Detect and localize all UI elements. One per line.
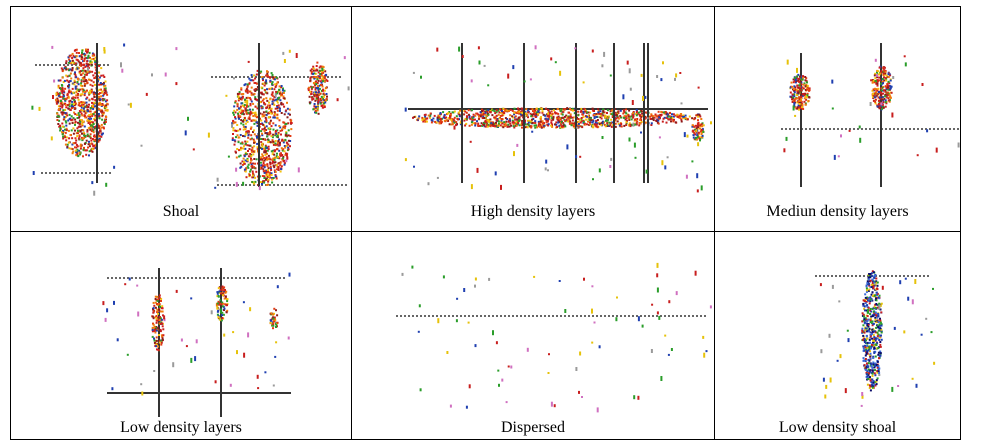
divider-row (11, 231, 960, 232)
panel-dispersed: Dispersed (352, 232, 714, 439)
shoal-school-3 (307, 61, 329, 115)
school-center (871, 65, 893, 111)
sparse-school-2 (215, 285, 229, 322)
echogram-shoal (31, 43, 350, 196)
echogram-grid: Shoal High density layers Mediun density… (10, 6, 961, 440)
high-scatter (404, 45, 712, 193)
caption-medium-density-layers: Mediun density layers (766, 203, 909, 220)
low-scatter (102, 272, 291, 396)
dispersed-scatter (401, 262, 712, 413)
caption-shoal: Shoal (162, 203, 200, 220)
divider-col-1 (351, 7, 352, 439)
panel-shoal: Shoal (11, 7, 351, 231)
panel-medium-density-layers: Mediun density layers (715, 7, 960, 231)
echogram-high-density-layers (404, 43, 712, 193)
edge-cluster (691, 113, 705, 142)
panel-low-density-shoal: Low density shoal (715, 232, 960, 439)
caption-low-density-shoal: Low density shoal (778, 419, 897, 436)
panel-high-density-layers: High density layers (352, 7, 714, 231)
divider-col-2 (714, 7, 715, 439)
echogram-dispersed (396, 262, 712, 413)
caption-dispersed: Dispersed (501, 419, 565, 436)
med-scatter (783, 55, 960, 160)
caption-low-density-layers: Low density layers (120, 419, 242, 436)
echogram-low-density-shoal (815, 270, 936, 407)
echogram-medium-density-layers (781, 43, 960, 187)
panel-low-density-layers: Low density layers (11, 232, 351, 439)
school-left (789, 73, 811, 111)
echogram-low-density-layers (102, 268, 291, 417)
lshoal-scatter (819, 277, 936, 407)
dense-layer-band (412, 107, 694, 129)
shoal-school-2 (231, 69, 293, 186)
caption-high-density-layers: High density layers (470, 203, 596, 220)
loose-shoal (861, 270, 883, 392)
sparse-school-3 (269, 307, 279, 330)
shoal-scatter (31, 43, 350, 196)
sparse-school-1 (151, 294, 165, 352)
